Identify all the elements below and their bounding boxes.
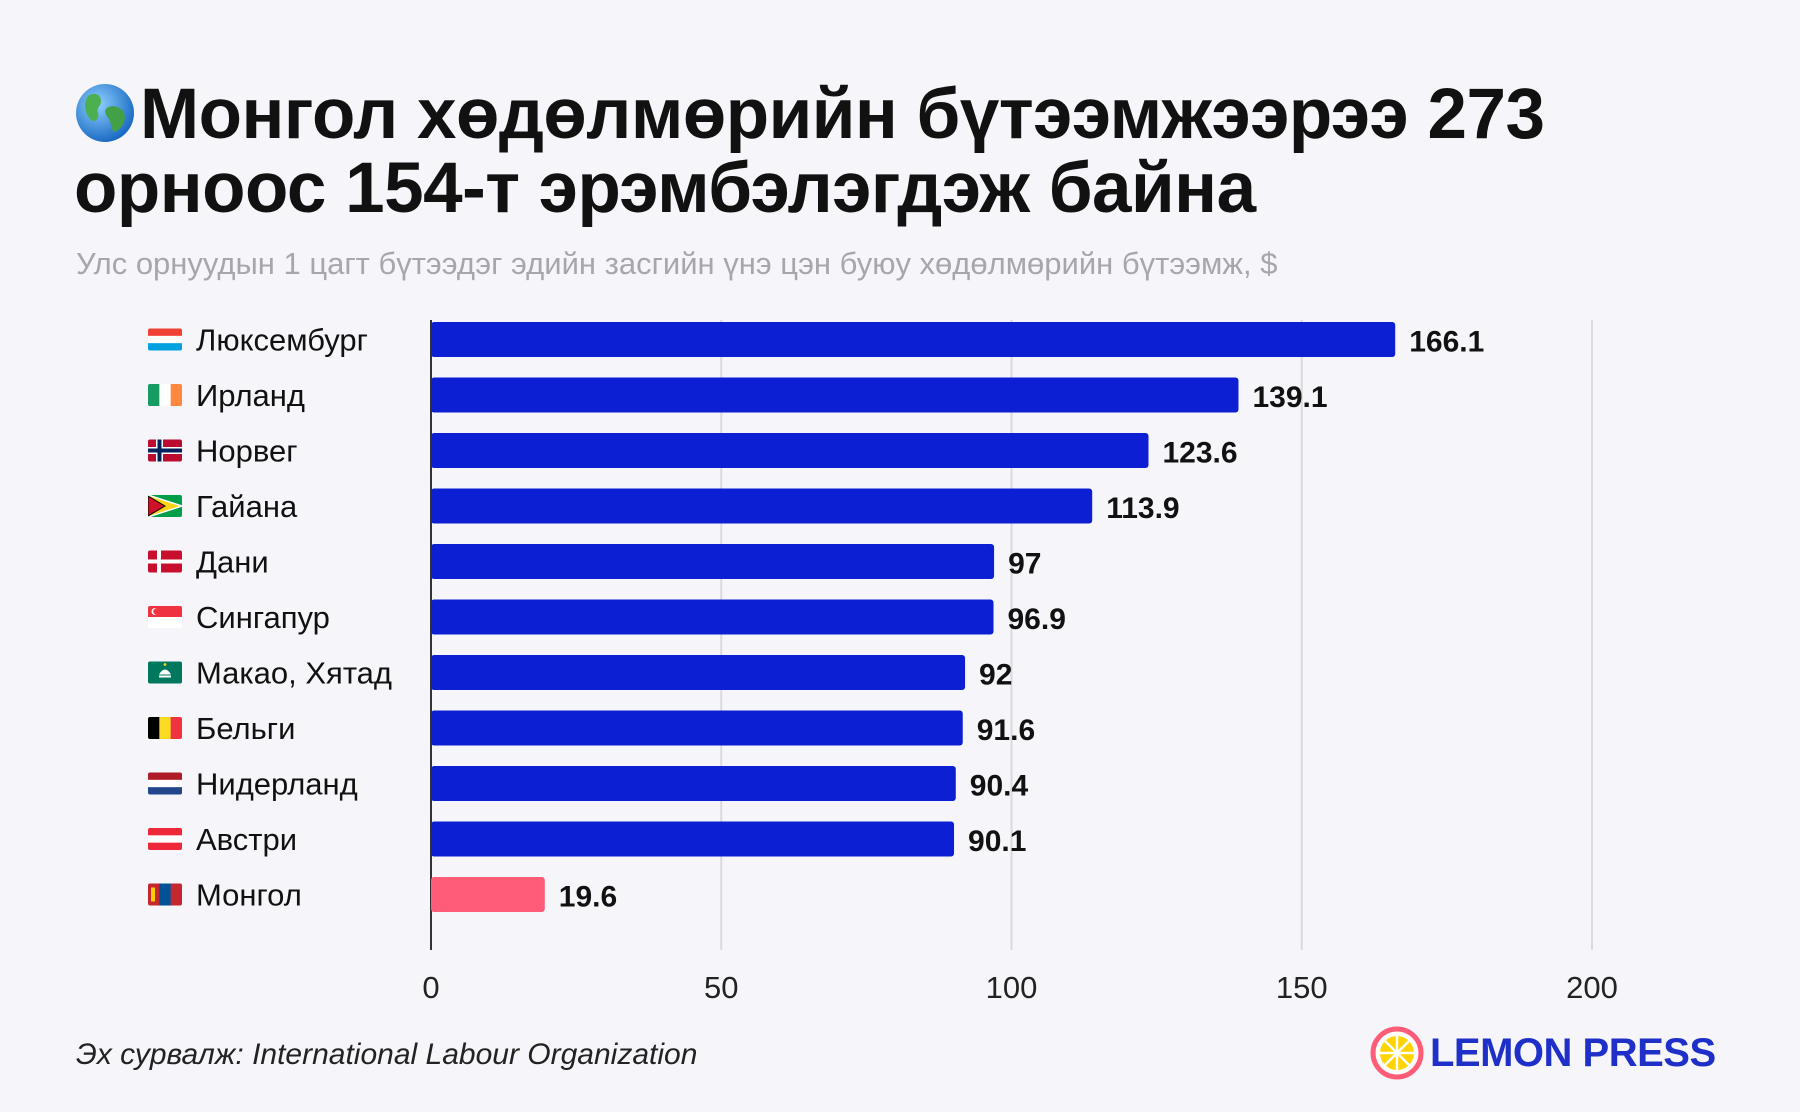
category-label: Дани	[196, 545, 269, 580]
value-label: 166.1	[1409, 326, 1484, 359]
bar	[431, 433, 1149, 468]
bar	[431, 710, 963, 746]
title-text: Монгол хөдөлмөрийн бүтээмжээрээ 273 орно…	[74, 75, 1545, 228]
category-label: Ирланд	[196, 378, 305, 413]
category-label: Нидерланд	[196, 767, 358, 802]
value-label: 113.9	[1106, 492, 1179, 525]
brand-name: LEMON PRESS	[1430, 1030, 1716, 1075]
category-label: Гайана	[196, 489, 298, 524]
value-label: 96.9	[1008, 603, 1066, 636]
ireland-flag-icon	[148, 384, 182, 406]
value-label: 139.1	[1252, 381, 1327, 414]
value-label: 90.1	[968, 825, 1026, 858]
mongolia-flag-icon	[148, 883, 182, 906]
brand-logo: LEMON PRESS	[1370, 1022, 1730, 1084]
x-tick-label: 100	[986, 970, 1038, 1005]
x-tick-label: 50	[704, 970, 738, 1005]
netherlands-flag-icon	[148, 772, 182, 795]
guyana-flag-icon	[148, 495, 182, 517]
category-label: Сингапур	[196, 600, 330, 635]
luxembourg-flag-icon	[148, 328, 182, 351]
bar	[431, 322, 1396, 357]
bar	[431, 488, 1093, 524]
bar-chart: 0 50 100 150 200 Люксембург 166.1 Ирланд 139.1 Но…	[148, 320, 1618, 1005]
category-label: Люксембург	[196, 323, 368, 358]
singapore-flag-icon	[148, 606, 182, 628]
chart-title: Монгол хөдөлмөрийн бүтээмжээрээ 273 орно…	[74, 78, 1754, 226]
x-tick-label: 200	[1566, 970, 1618, 1005]
norway-flag-icon	[148, 439, 182, 462]
bar	[431, 377, 1239, 413]
denmark-flag-icon	[148, 550, 182, 573]
belgium-flag-icon	[148, 717, 182, 739]
category-label: Бельги	[196, 711, 295, 746]
value-label: 97	[1008, 548, 1041, 581]
value-label: 92	[979, 659, 1012, 692]
category-label: Норвег	[196, 434, 298, 469]
value-label: 91.6	[977, 714, 1035, 747]
source-note: Эх сурвалж: International Labour Organiz…	[76, 1038, 698, 1071]
macao-flag-icon	[148, 661, 182, 684]
value-label: 19.6	[559, 881, 617, 914]
bar	[431, 766, 956, 801]
value-label: 123.6	[1162, 437, 1237, 470]
category-label: Макао, Хятад	[196, 656, 392, 691]
category-label: Австри	[196, 822, 297, 857]
chart-subtitle: Улс орнуудын 1 цагт бүтээдэг эдийн засги…	[76, 246, 1278, 281]
austria-flag-icon	[148, 828, 182, 850]
x-tick-label: 0	[422, 970, 439, 1005]
bar	[431, 544, 995, 579]
x-tick-label: 150	[1276, 970, 1328, 1005]
category-label: Монгол	[196, 878, 302, 913]
lemon-icon	[1370, 1026, 1424, 1080]
bar	[431, 599, 994, 635]
globe-icon	[76, 84, 134, 142]
bar	[431, 655, 966, 690]
value-label: 90.4	[970, 770, 1029, 803]
highlight-bar	[431, 877, 545, 912]
bar	[431, 821, 955, 857]
